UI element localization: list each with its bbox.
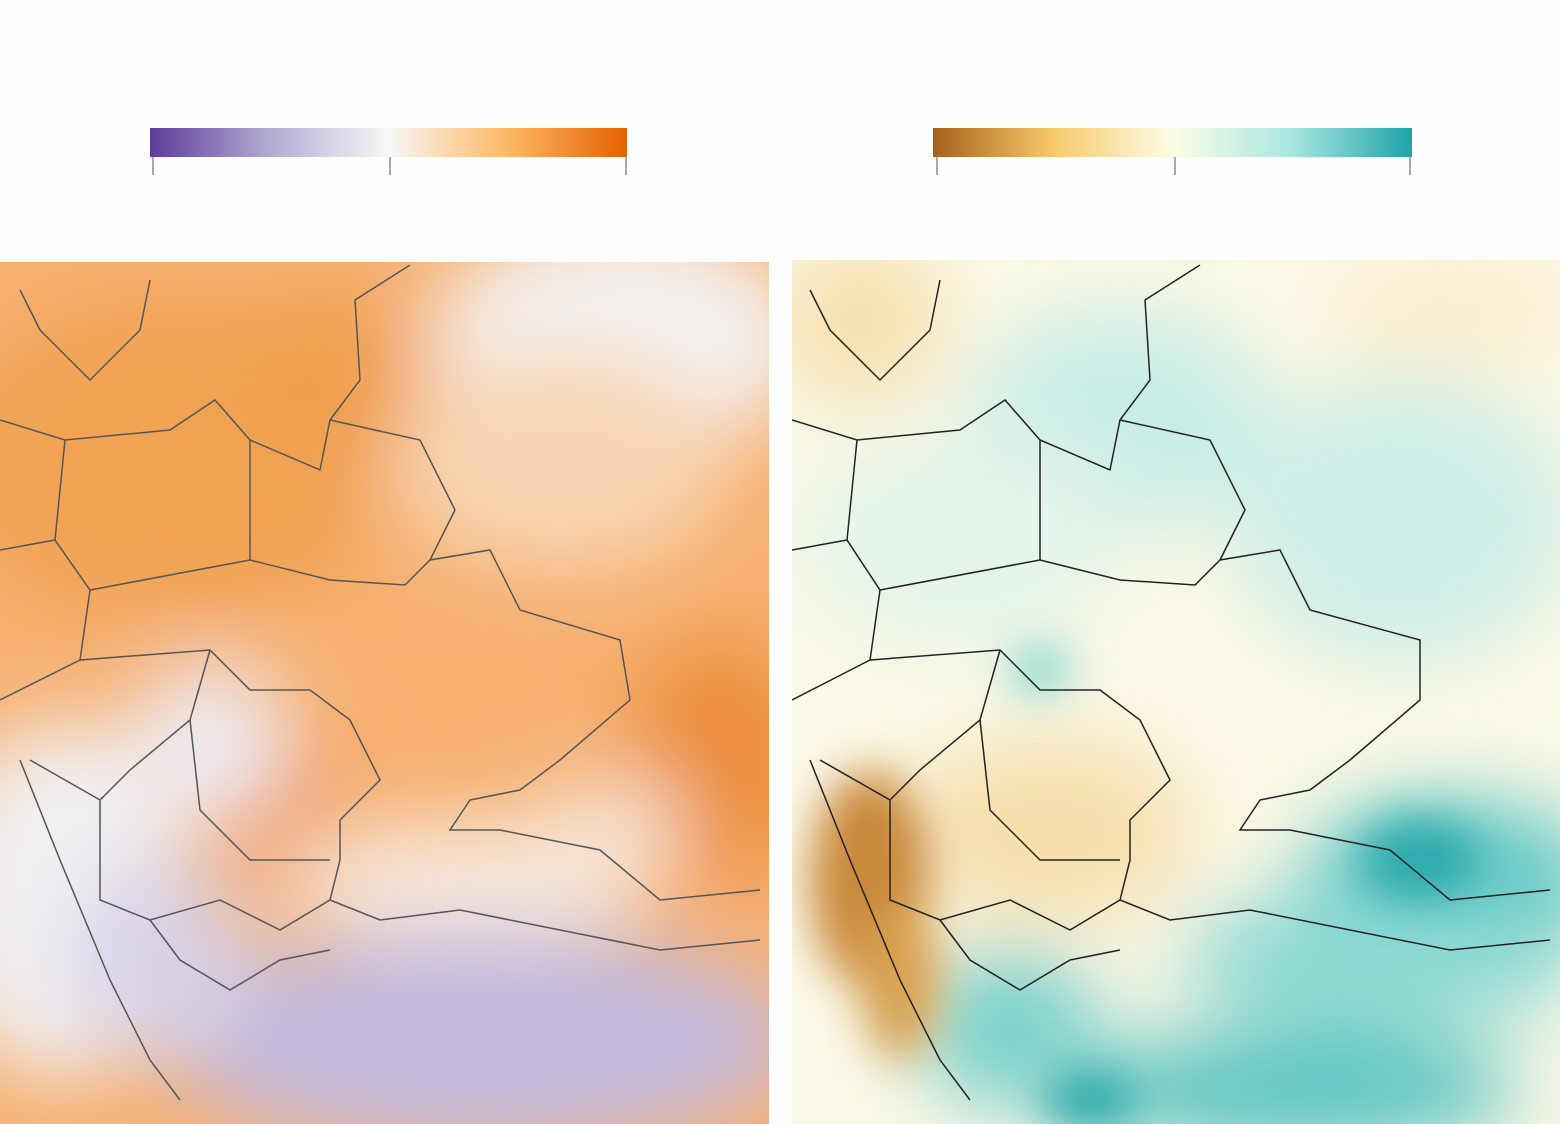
map-left bbox=[0, 262, 769, 1124]
colorbars bbox=[150, 128, 1412, 175]
borders bbox=[0, 264, 761, 1101]
map-right bbox=[792, 260, 1560, 1124]
borders bbox=[792, 264, 1551, 1101]
colorbar bbox=[933, 128, 1412, 157]
colorbar bbox=[150, 128, 627, 157]
